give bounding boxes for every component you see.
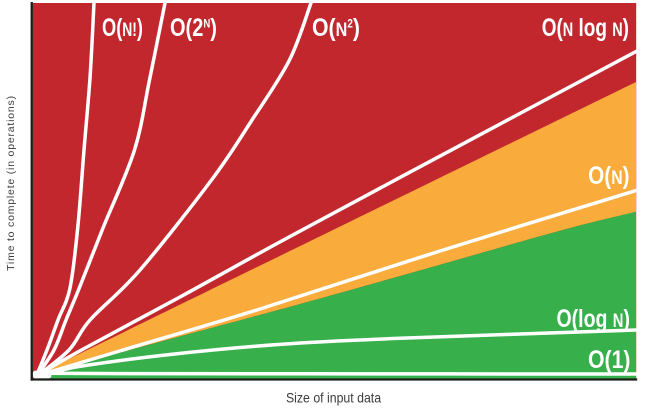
svg-text:O(N2): O(N2)	[312, 13, 360, 41]
svg-text:O(N log N): O(N log N)	[542, 13, 629, 41]
svg-text:O(N): O(N)	[588, 161, 629, 189]
svg-text:Size of input data: Size of input data	[286, 390, 382, 406]
svg-text:O(1): O(1)	[588, 345, 630, 373]
svg-text:O(2N): O(2N)	[170, 14, 217, 42]
svg-text:Time to complete (in operation: Time to complete (in operations)	[5, 95, 17, 271]
svg-text:O(log N): O(log N)	[557, 305, 630, 333]
svg-text:O(N!): O(N!)	[102, 13, 143, 42]
